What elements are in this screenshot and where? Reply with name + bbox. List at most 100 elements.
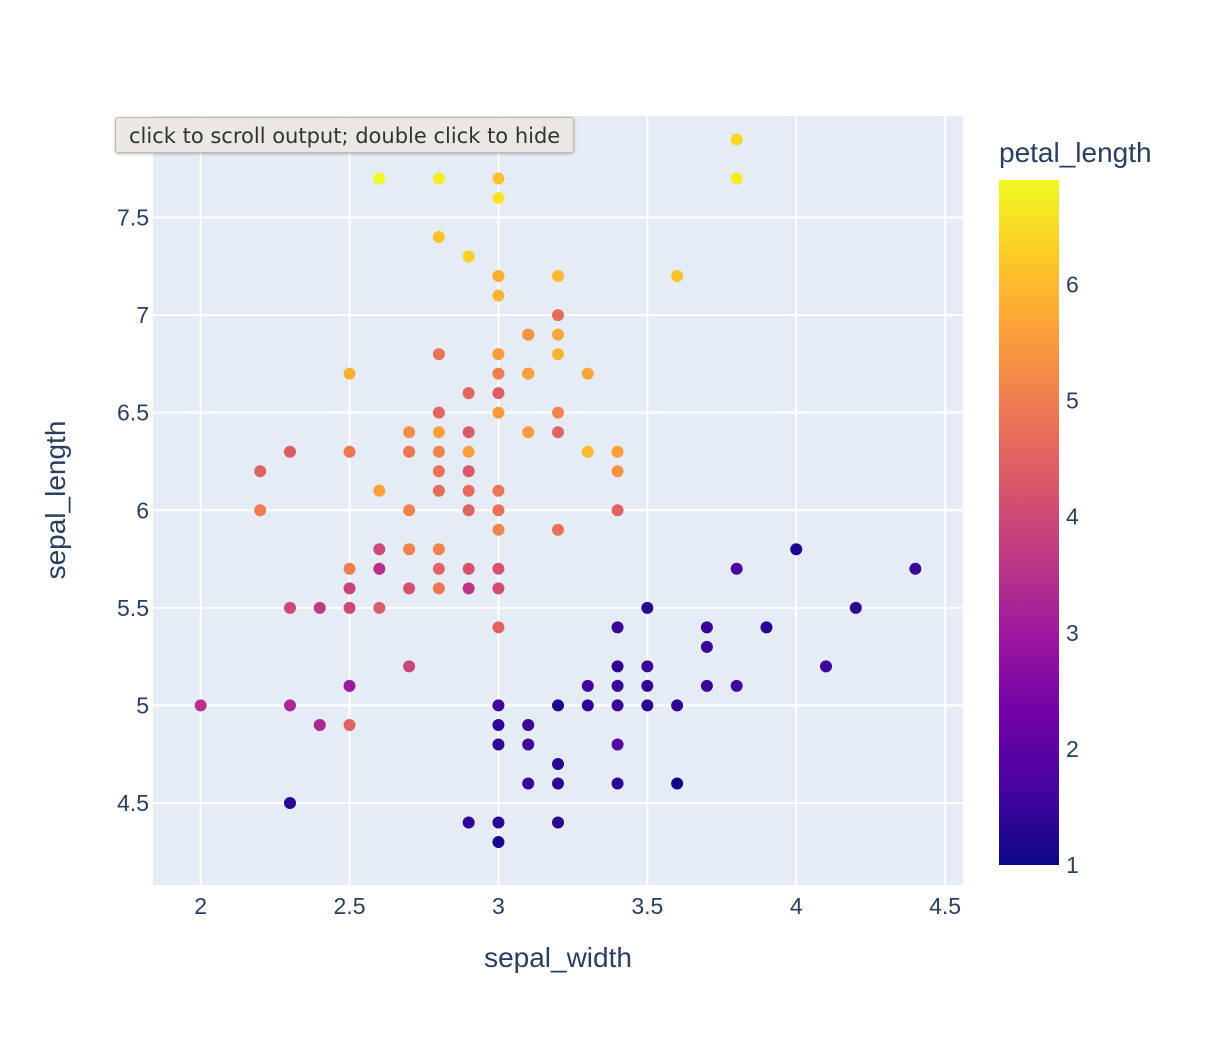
- data-point[interactable]: [641, 660, 654, 673]
- data-point[interactable]: [730, 133, 743, 146]
- data-point[interactable]: [641, 679, 654, 692]
- data-point[interactable]: [462, 426, 475, 439]
- data-point[interactable]: [700, 640, 713, 653]
- data-point[interactable]: [343, 718, 356, 731]
- data-point[interactable]: [313, 601, 326, 614]
- data-point[interactable]: [462, 250, 475, 263]
- data-point[interactable]: [522, 367, 535, 380]
- data-point[interactable]: [492, 621, 505, 634]
- data-point[interactable]: [432, 172, 445, 185]
- data-point[interactable]: [700, 621, 713, 634]
- data-point[interactable]: [432, 406, 445, 419]
- data-point[interactable]: [641, 699, 654, 712]
- data-point[interactable]: [492, 191, 505, 204]
- data-point[interactable]: [522, 738, 535, 751]
- data-point[interactable]: [552, 777, 564, 790]
- data-point[interactable]: [343, 601, 356, 614]
- data-point[interactable]: [820, 660, 833, 673]
- data-point[interactable]: [492, 523, 505, 536]
- data-point[interactable]: [700, 679, 713, 692]
- data-point[interactable]: [522, 777, 535, 790]
- data-point[interactable]: [283, 601, 296, 614]
- data-point[interactable]: [403, 445, 416, 458]
- data-point[interactable]: [760, 621, 773, 634]
- plot-area[interactable]: [153, 116, 963, 885]
- data-point[interactable]: [313, 718, 326, 731]
- data-point[interactable]: [462, 562, 475, 575]
- data-point[interactable]: [283, 699, 296, 712]
- data-point[interactable]: [432, 445, 445, 458]
- data-point[interactable]: [403, 582, 416, 595]
- data-point[interactable]: [373, 543, 386, 556]
- data-point[interactable]: [343, 445, 356, 458]
- data-point[interactable]: [522, 328, 535, 341]
- data-point[interactable]: [373, 562, 386, 575]
- data-point[interactable]: [432, 484, 445, 497]
- data-point[interactable]: [611, 504, 624, 517]
- data-point[interactable]: [462, 504, 475, 517]
- data-point[interactable]: [671, 777, 684, 790]
- data-point[interactable]: [403, 543, 416, 556]
- data-point[interactable]: [492, 348, 505, 361]
- data-point[interactable]: [611, 621, 624, 634]
- data-point[interactable]: [552, 309, 564, 322]
- data-point[interactable]: [492, 699, 505, 712]
- data-point[interactable]: [492, 289, 505, 302]
- data-point[interactable]: [432, 348, 445, 361]
- data-point[interactable]: [581, 445, 594, 458]
- data-point[interactable]: [909, 562, 922, 575]
- data-point[interactable]: [552, 523, 564, 536]
- data-point[interactable]: [492, 738, 505, 751]
- data-point[interactable]: [432, 465, 445, 478]
- data-point[interactable]: [462, 387, 475, 400]
- data-point[interactable]: [552, 270, 564, 283]
- data-point[interactable]: [581, 367, 594, 380]
- data-point[interactable]: [611, 777, 624, 790]
- data-point[interactable]: [462, 816, 475, 829]
- data-point[interactable]: [492, 836, 505, 849]
- data-point[interactable]: [492, 504, 505, 517]
- data-point[interactable]: [611, 445, 624, 458]
- data-point[interactable]: [552, 699, 564, 712]
- data-point[interactable]: [849, 601, 862, 614]
- data-point[interactable]: [730, 679, 743, 692]
- data-point[interactable]: [611, 679, 624, 692]
- data-point[interactable]: [671, 699, 684, 712]
- data-point[interactable]: [492, 367, 505, 380]
- data-point[interactable]: [492, 406, 505, 419]
- data-point[interactable]: [611, 660, 624, 673]
- data-point[interactable]: [611, 738, 624, 751]
- data-point[interactable]: [492, 387, 505, 400]
- data-point[interactable]: [730, 172, 743, 185]
- data-point[interactable]: [492, 718, 505, 731]
- data-point[interactable]: [671, 270, 684, 283]
- data-point[interactable]: [790, 543, 803, 556]
- data-point[interactable]: [492, 270, 505, 283]
- data-point[interactable]: [552, 328, 564, 341]
- data-point[interactable]: [283, 797, 296, 810]
- data-point[interactable]: [552, 816, 564, 829]
- data-point[interactable]: [641, 601, 654, 614]
- data-point[interactable]: [254, 465, 267, 478]
- data-point[interactable]: [432, 582, 445, 595]
- data-point[interactable]: [492, 582, 505, 595]
- scroll-output-tooltip[interactable]: click to scroll output; double click to …: [115, 117, 575, 153]
- data-point[interactable]: [194, 699, 207, 712]
- data-point[interactable]: [432, 543, 445, 556]
- data-point[interactable]: [611, 465, 624, 478]
- data-point[interactable]: [581, 699, 594, 712]
- data-point[interactable]: [462, 484, 475, 497]
- data-point[interactable]: [373, 601, 386, 614]
- data-point[interactable]: [432, 426, 445, 439]
- data-point[interactable]: [522, 426, 535, 439]
- data-point[interactable]: [403, 426, 416, 439]
- data-point[interactable]: [343, 679, 356, 692]
- data-point[interactable]: [552, 426, 564, 439]
- data-point[interactable]: [403, 504, 416, 517]
- data-point[interactable]: [343, 562, 356, 575]
- data-point[interactable]: [432, 562, 445, 575]
- data-point[interactable]: [492, 484, 505, 497]
- data-point[interactable]: [462, 582, 475, 595]
- data-point[interactable]: [522, 718, 535, 731]
- data-point[interactable]: [373, 172, 386, 185]
